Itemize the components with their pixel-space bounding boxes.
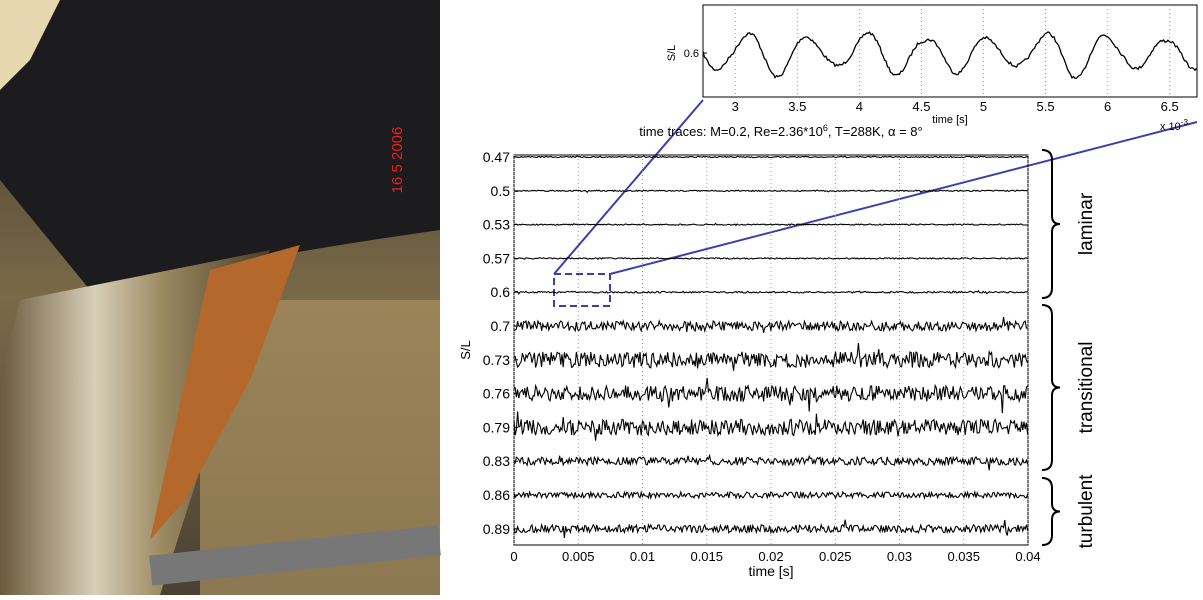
y-tick-label: 0.57	[483, 250, 510, 266]
trace	[513, 257, 1028, 260]
annotation-links	[553, 99, 1198, 307]
exponent-power: -3	[1181, 118, 1189, 127]
title-suffix: , T=288K, α = 8°	[828, 124, 923, 139]
trace	[513, 342, 1029, 371]
brace	[1041, 477, 1061, 546]
x-tick-label: 4	[856, 99, 863, 114]
x-tick-label: 5	[980, 99, 987, 114]
x-tick-label: 6.5	[1161, 99, 1179, 114]
x-tick-label: 0.015	[690, 549, 723, 564]
trace	[513, 289, 1028, 295]
trace	[513, 317, 1028, 334]
y-tick-label: 0.73	[483, 352, 510, 368]
regime-label: laminar	[1076, 192, 1097, 255]
regime-label: turbulent	[1076, 474, 1097, 549]
y-tick-label: 0.83	[483, 453, 510, 469]
inset-frame	[702, 4, 1198, 98]
date-stamp: 16 5 2006	[389, 127, 406, 194]
exponent: x 10-3	[1160, 118, 1188, 133]
x-tick-label: 0.04	[1015, 549, 1040, 564]
x-tick-label: 3	[732, 99, 739, 114]
x-tick-label: 0.025	[819, 549, 852, 564]
y-tick-label: 0.7	[491, 318, 511, 334]
zoom-box	[553, 273, 611, 307]
plot-frame	[513, 154, 1029, 546]
y-tick-label: 0.76	[483, 386, 510, 402]
zoom-line	[553, 99, 704, 275]
y-axis-label: S/L	[458, 340, 473, 360]
trace	[513, 222, 1028, 227]
x-tick-label: 0.01	[630, 549, 655, 564]
x-tick-label: 0.02	[758, 549, 783, 564]
brace	[1041, 304, 1061, 471]
x-axis-label: time [s]	[748, 563, 793, 579]
y-tick-label: 0.53	[483, 217, 510, 233]
title-sup: 6	[823, 123, 828, 133]
x-tick-label: 0.035	[947, 549, 980, 564]
exponent-base: x 10	[1160, 121, 1181, 133]
y-tick-label: 0.47	[483, 149, 510, 165]
trace	[513, 189, 1028, 194]
photo: 16 5 2006	[0, 0, 441, 595]
inset-trace	[702, 31, 1198, 79]
regime-label: transitional	[1076, 342, 1097, 434]
y-tick-label: 0.6	[491, 284, 511, 300]
y-tick-label: 0.89	[483, 521, 510, 537]
y-tick-label: 0.6	[684, 48, 699, 60]
x-tick-label: 0	[510, 549, 517, 564]
brace	[1041, 149, 1061, 299]
trace	[513, 453, 1029, 471]
trace	[513, 519, 1029, 538]
chart-title: time traces: M=0.2, Re=2.36*106, T=288K,…	[639, 123, 922, 139]
x-tick-label: 0.03	[887, 549, 912, 564]
inset-y-label: S/L	[666, 45, 678, 62]
trace	[513, 411, 1029, 441]
x-tick-label: 6	[1104, 99, 1111, 114]
x-tick-label: 0.005	[562, 549, 595, 564]
trace	[513, 377, 1028, 414]
zoom-line	[609, 121, 1198, 275]
y-tick-label: 0.79	[483, 419, 510, 435]
x-tick-label: 3.5	[788, 99, 806, 114]
x-tick-label: 5.5	[1037, 99, 1055, 114]
title-prefix: time traces: M=0.2, Re=2.36*10	[639, 124, 823, 139]
trace	[513, 154, 1028, 159]
y-tick-label: 0.5	[491, 183, 511, 199]
trace	[513, 489, 1029, 500]
x-tick-label: 4.5	[912, 99, 930, 114]
y-tick-label: 0.86	[483, 487, 510, 503]
inset-x-label: time [s]	[932, 114, 967, 126]
